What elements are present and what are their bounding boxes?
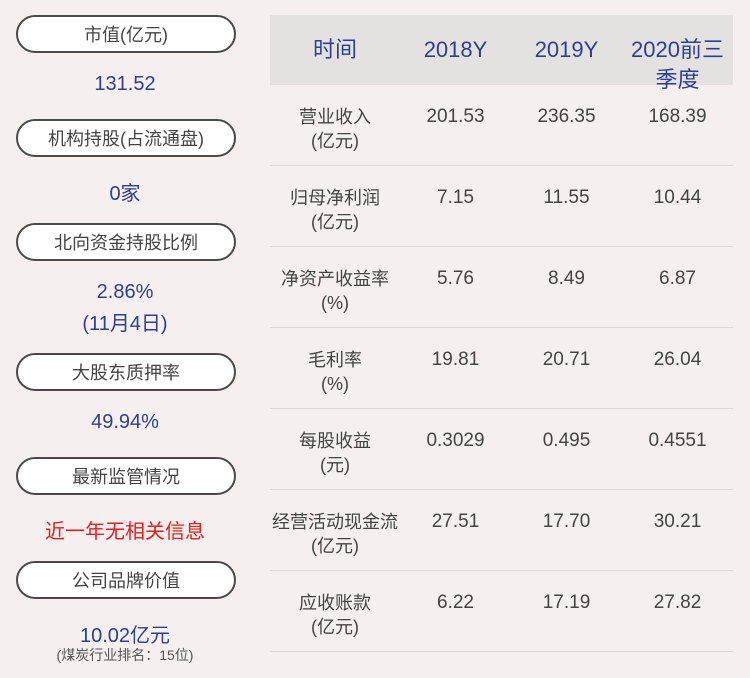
cell-value: 10.44: [653, 187, 702, 208]
cell-value: 168.39: [648, 106, 707, 127]
cell-value: 0.3029: [426, 430, 485, 451]
cell-value: 27.51: [431, 511, 480, 532]
row-label: 营业收入 (亿元): [299, 107, 371, 151]
table-row: 经营活动现金流 (亿元) 27.51 17.70 30.21: [270, 490, 733, 571]
northbound-ratio-date: (11月4日): [82, 313, 168, 335]
cell-value: 26.04: [653, 349, 702, 370]
cell-value: 8.49: [548, 268, 585, 289]
header-period: 时间: [312, 37, 357, 62]
table-row: 归母净利润 (亿元) 7.15 11.55 10.44: [270, 166, 733, 247]
cell-value: 6.87: [659, 268, 696, 289]
table-row: 应收账款 (亿元) 6.22 17.19 27.82: [270, 571, 733, 652]
cell-value: 19.81: [431, 349, 480, 370]
cell-value: 236.35: [537, 106, 596, 127]
cell-value: 201.53: [426, 106, 485, 127]
cell-value: 5.76: [437, 268, 474, 289]
row-label: 应收账款 (亿元): [299, 593, 371, 637]
cell-value: 0.495: [542, 430, 591, 451]
row-label: 毛利率 (%): [308, 350, 362, 394]
row-label: 归母净利润 (亿元): [290, 188, 380, 232]
row-label: 每股收益 (元): [299, 431, 371, 475]
market-cap-label: 市值(亿元): [16, 15, 236, 53]
header-2019: 2019Y: [534, 37, 599, 62]
row-label: 净资产收益率 (%): [281, 269, 389, 313]
table-row: 净资产收益率 (%) 5.76 8.49 6.87: [270, 247, 733, 328]
cell-value: 20.71: [542, 349, 591, 370]
cell-value: 11.55: [543, 187, 590, 208]
cell-value: 17.19: [542, 592, 591, 613]
header-2020q3: 2020前三季度: [631, 37, 724, 92]
cell-value: 6.22: [437, 592, 474, 613]
cell-value: 0.4551: [648, 430, 707, 451]
cell-value: 17.70: [542, 511, 591, 532]
table-header: 时间 2018Y 2019Y 2020前三季度: [270, 15, 733, 92]
northbound-ratio-value: 2.86%: [96, 281, 154, 303]
institution-holding-value: 0家: [109, 183, 141, 205]
pledge-ratio-label: 大股东质押率: [16, 353, 236, 391]
northbound-ratio-label: 北向资金持股比例: [16, 223, 236, 261]
brand-value-rank-note: (煤炭行业排名：15位): [56, 647, 194, 663]
table-row: 毛利率 (%) 19.81 20.71 26.04: [270, 328, 733, 409]
left-panel: 市值(亿元) 131.52 机构持股(占流通盘) 0家 北向资金持股比例 2.8…: [0, 0, 250, 678]
table-row: 每股收益 (元) 0.3029 0.495 0.4551: [270, 409, 733, 490]
market-cap-value: 131.52: [94, 73, 156, 95]
cell-value: 27.82: [653, 592, 702, 613]
cell-value: 7.15: [437, 187, 474, 208]
institution-holding-label: 机构持股(占流通盘): [16, 119, 236, 157]
cell-value: 30.21: [653, 511, 702, 532]
regulatory-status-value: 近一年无相关信息: [45, 521, 205, 543]
header-2018: 2018Y: [423, 37, 488, 62]
regulatory-status-label: 最新监管情况: [16, 457, 236, 495]
brand-value-value: 10.02亿元: [79, 625, 171, 647]
brand-value-label: 公司品牌价值: [16, 561, 236, 599]
financial-table: 时间 2018Y 2019Y 2020前三季度 营业收入 (亿元) 201.53 …: [270, 15, 733, 652]
row-label: 经营活动现金流 (亿元): [272, 512, 398, 556]
table-row: 营业收入 (亿元) 201.53 236.35 168.39: [270, 85, 733, 166]
pledge-ratio-value: 49.94%: [91, 411, 159, 433]
